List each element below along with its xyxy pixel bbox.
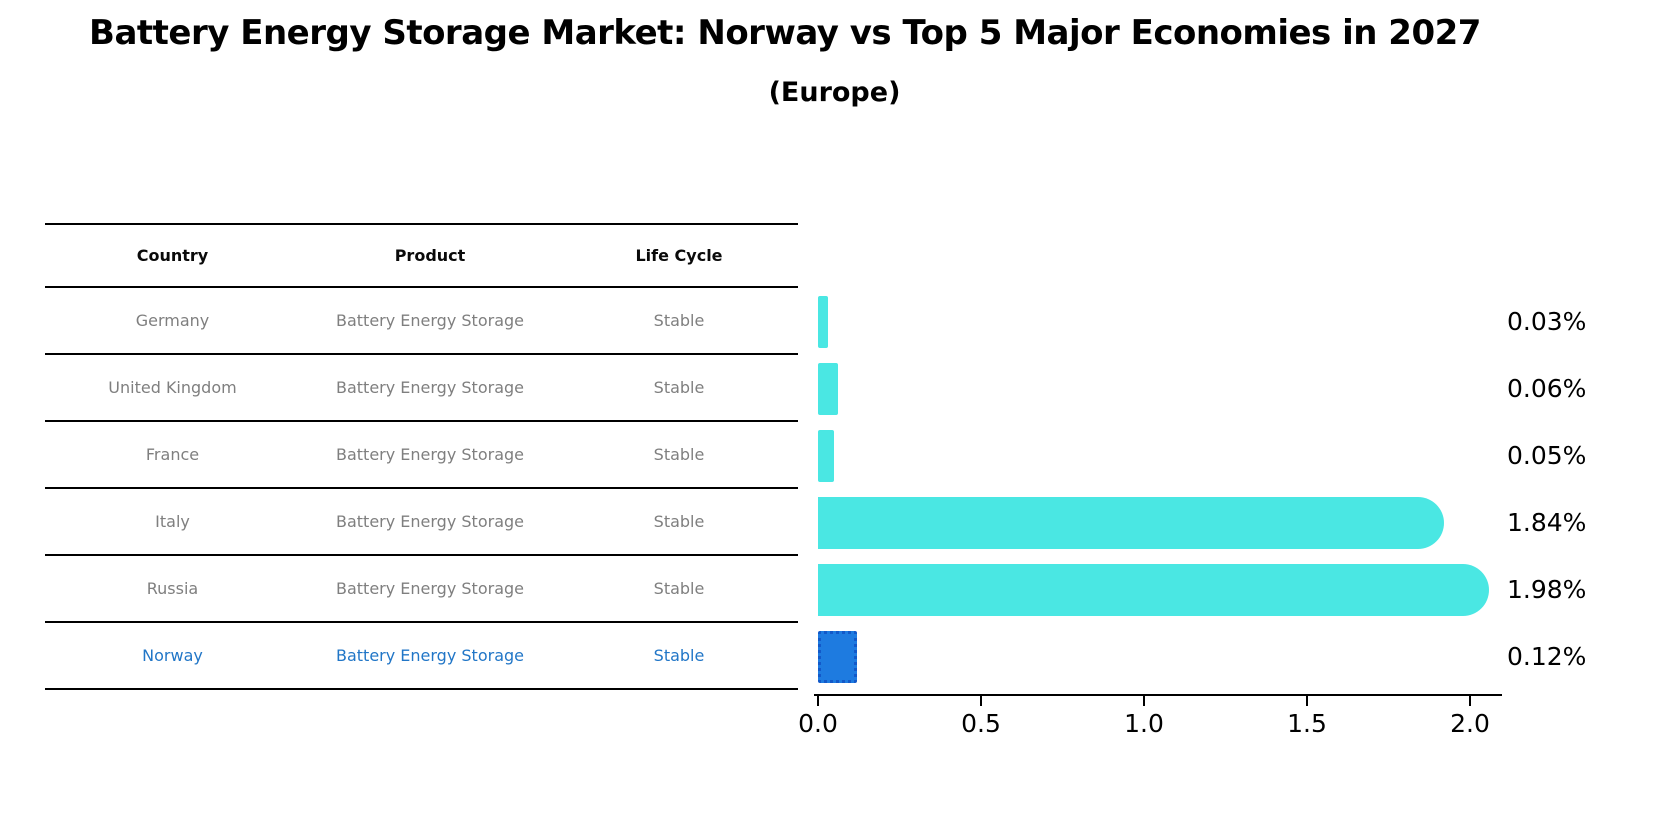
cell-country: Norway — [142, 646, 203, 665]
table-row-france: France Battery Energy Storage Stable — [45, 422, 798, 489]
bar-france — [818, 429, 834, 482]
bar-plot-area — [818, 288, 1518, 690]
col-header-product: Product — [394, 246, 466, 265]
value-label-france: 0.05% — [1507, 441, 1587, 470]
cell-life-cycle: Stable — [653, 311, 705, 330]
table-row-united-kingdom: United Kingdom Battery Energy Storage St… — [45, 355, 798, 422]
cell-life-cycle: Stable — [653, 512, 705, 531]
bar-united-kingdom — [818, 362, 838, 415]
cell-country: United Kingdom — [108, 378, 237, 397]
cell-life-cycle: Stable — [653, 646, 705, 665]
value-label-united-kingdom: 0.06% — [1507, 374, 1587, 403]
x-axis-tick — [1143, 695, 1145, 706]
bar-row-united-kingdom — [818, 355, 1518, 422]
chart-subtitle: (Europe) — [768, 77, 901, 108]
value-label-russia: 1.98% — [1507, 575, 1587, 604]
bar-row-france — [818, 422, 1518, 489]
cell-country: Italy — [155, 512, 190, 531]
cell-country: Russia — [146, 579, 199, 598]
cell-product: Battery Energy Storage — [335, 378, 524, 397]
x-axis-tick-label: 1.0 — [1124, 709, 1164, 738]
chart-title: Battery Energy Storage Market: Norway vs… — [89, 13, 1481, 53]
cell-product: Battery Energy Storage — [335, 646, 524, 665]
cell-country: Germany — [135, 311, 210, 330]
bar-row-russia — [818, 556, 1518, 623]
cell-life-cycle: Stable — [653, 579, 705, 598]
bar-row-norway — [818, 623, 1518, 690]
bar-germany — [818, 295, 828, 348]
table-header-row: Country Product Life Cycle — [45, 223, 798, 288]
bar-row-germany — [818, 288, 1518, 355]
x-axis-tick — [1306, 695, 1308, 706]
bar-russia — [818, 563, 1489, 616]
cell-product: Battery Energy Storage — [335, 445, 524, 464]
x-axis-line — [814, 694, 1502, 696]
cell-product: Battery Energy Storage — [335, 512, 524, 531]
col-header-life-cycle: Life Cycle — [635, 246, 723, 265]
cell-product: Battery Energy Storage — [335, 579, 524, 598]
x-axis-tick-label: 0.0 — [798, 709, 838, 738]
x-axis-tick — [1469, 695, 1471, 706]
x-axis-tick — [817, 695, 819, 706]
value-label-italy: 1.84% — [1507, 508, 1587, 537]
value-label-germany: 0.03% — [1507, 307, 1587, 336]
x-axis-tick — [980, 695, 982, 706]
x-axis-tick-label: 1.5 — [1287, 709, 1327, 738]
x-axis-tick-label: 0.5 — [961, 709, 1001, 738]
cell-country: France — [145, 445, 200, 464]
cell-product: Battery Energy Storage — [335, 311, 524, 330]
x-axis-tick-label: 2.0 — [1450, 709, 1490, 738]
cell-life-cycle: Stable — [653, 378, 705, 397]
bar-row-italy — [818, 489, 1518, 556]
value-label-norway: 0.12% — [1507, 642, 1587, 671]
table-row-russia: Russia Battery Energy Storage Stable — [45, 556, 798, 623]
bar-norway — [818, 630, 857, 683]
table-row-norway: Norway Battery Energy Storage Stable — [45, 623, 798, 690]
table-row-italy: Italy Battery Energy Storage Stable — [45, 489, 798, 556]
col-header-country: Country — [136, 246, 209, 265]
bar-italy — [818, 496, 1444, 549]
cell-life-cycle: Stable — [653, 445, 705, 464]
country-table: Country Product Life Cycle Germany Batte… — [45, 223, 798, 690]
table-row-germany: Germany Battery Energy Storage Stable — [45, 288, 798, 355]
